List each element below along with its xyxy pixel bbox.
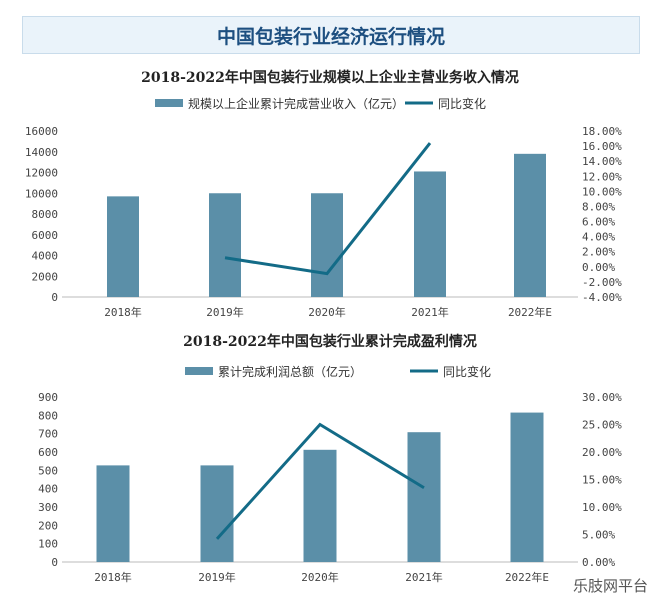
y-tick-label: 600 bbox=[38, 446, 58, 459]
y2-tick-label: 6.00% bbox=[582, 216, 615, 229]
y-tick-label: 14000 bbox=[25, 146, 58, 159]
bar bbox=[107, 196, 139, 297]
y-tick-label: 100 bbox=[38, 538, 58, 551]
bar bbox=[311, 193, 343, 297]
x-tick-label: 2019年 bbox=[206, 305, 244, 319]
yoy-line bbox=[215, 422, 425, 540]
bar bbox=[209, 193, 241, 297]
y-tick-label: 16000 bbox=[25, 125, 58, 138]
y-tick-label: 500 bbox=[38, 464, 58, 477]
x-tick-label: 2022年E bbox=[505, 570, 549, 584]
y2-tick-label: 25.00% bbox=[582, 419, 622, 432]
y-tick-label: 200 bbox=[38, 519, 58, 532]
y-tick-label: 0 bbox=[51, 556, 58, 569]
legend-bar-label: 规模以上企业累计完成营业收入（亿元） bbox=[188, 96, 404, 111]
chart-title: 2018-2022年中国包装行业规模以上企业主营业务收入情况 bbox=[141, 69, 519, 86]
x-tick-label: 2021年 bbox=[405, 570, 443, 584]
x-tick-label: 2018年 bbox=[104, 305, 142, 319]
bar bbox=[407, 432, 441, 562]
y2-tick-label: 12.00% bbox=[582, 170, 622, 183]
watermark: 乐肢网平台 bbox=[572, 577, 648, 595]
legend-bar-swatch bbox=[185, 367, 213, 375]
y2-tick-label: 0.00% bbox=[582, 261, 615, 274]
y2-tick-label: -4.00% bbox=[582, 291, 622, 304]
y2-tick-label: 20.00% bbox=[582, 446, 622, 459]
y2-tick-label: 4.00% bbox=[582, 231, 615, 244]
y-tick-label: 800 bbox=[38, 409, 58, 422]
y-tick-label: 10000 bbox=[25, 187, 58, 200]
x-tick-label: 2019年 bbox=[198, 570, 236, 584]
y2-tick-label: 15.00% bbox=[582, 474, 622, 487]
bar bbox=[510, 412, 544, 562]
y-tick-label: 4000 bbox=[32, 250, 59, 263]
bar bbox=[303, 449, 337, 562]
y2-tick-label: 16.00% bbox=[582, 140, 622, 153]
y-tick-label: 900 bbox=[38, 391, 58, 404]
y-tick-label: 400 bbox=[38, 483, 58, 496]
y-tick-label: 12000 bbox=[25, 167, 58, 180]
bar bbox=[514, 153, 546, 297]
legend-line-label: 同比变化 bbox=[438, 96, 486, 111]
x-tick-label: 2020年 bbox=[308, 305, 346, 319]
y-tick-label: 700 bbox=[38, 428, 58, 441]
y2-tick-label: 10.00% bbox=[582, 501, 622, 514]
y2-tick-label: 30.00% bbox=[582, 391, 622, 404]
y-tick-label: 2000 bbox=[32, 270, 59, 283]
y2-tick-label: 14.00% bbox=[582, 155, 622, 168]
y2-tick-label: 0.00% bbox=[582, 556, 615, 569]
banner-title: 中国包装行业经济运行情况 bbox=[22, 16, 640, 54]
y2-tick-label: -2.00% bbox=[582, 276, 622, 289]
x-tick-label: 2021年 bbox=[411, 305, 449, 319]
x-tick-label: 2022年E bbox=[508, 305, 552, 319]
chart-title: 2018-2022年中国包装行业累计完成盈利情况 bbox=[183, 333, 477, 350]
bar bbox=[200, 465, 234, 562]
x-tick-label: 2018年 bbox=[94, 570, 132, 584]
yoy-line bbox=[224, 142, 432, 276]
legend-bar-swatch bbox=[155, 99, 183, 107]
y2-tick-label: 8.00% bbox=[582, 200, 615, 213]
y-tick-label: 8000 bbox=[32, 208, 59, 221]
y2-tick-label: 10.00% bbox=[582, 185, 622, 198]
y-tick-label: 6000 bbox=[32, 229, 59, 242]
y2-tick-label: 18.00% bbox=[582, 125, 622, 138]
legend-bar-label: 累计完成利润总额（亿元） bbox=[218, 364, 362, 379]
bar bbox=[414, 171, 446, 297]
legend-line-label: 同比变化 bbox=[443, 364, 491, 379]
y2-tick-label: 2.00% bbox=[582, 246, 615, 259]
y-tick-label: 0 bbox=[51, 291, 58, 304]
y-tick-label: 300 bbox=[38, 501, 58, 514]
y2-tick-label: 5.00% bbox=[582, 529, 615, 542]
x-tick-label: 2020年 bbox=[301, 570, 339, 584]
bar bbox=[96, 465, 130, 562]
